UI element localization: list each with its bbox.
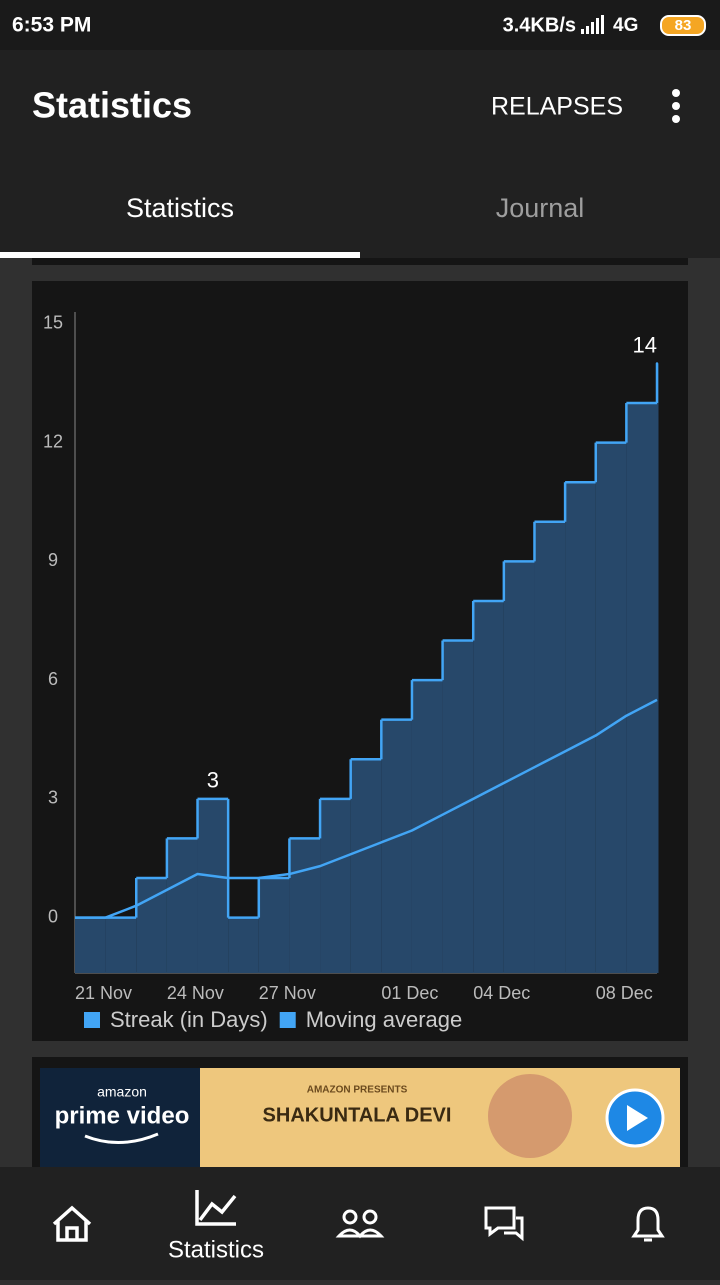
- tab[interactable]: Journal: [496, 193, 585, 223]
- moving-average-line: [75, 698, 658, 919]
- status-bar: [0, 0, 720, 50]
- data-label: 14: [633, 332, 657, 357]
- home-icon[interactable]: [52, 1205, 92, 1242]
- ad-right[interactable]: [200, 1068, 680, 1167]
- legend-swatch: [84, 1012, 100, 1028]
- app-title: Statistics: [32, 85, 192, 126]
- tab-bar: [0, 162, 720, 258]
- area-step: [411, 680, 443, 973]
- ad-product: prime video: [55, 1102, 190, 1129]
- nav-label[interactable]: Statistics: [168, 1236, 264, 1263]
- more-menu[interactable]: [672, 89, 680, 123]
- tab[interactable]: Statistics: [126, 193, 234, 223]
- y-tick-label: 15: [43, 313, 63, 333]
- battery: 83: [675, 17, 692, 34]
- area-step: [657, 363, 659, 973]
- signal-icon: [581, 15, 604, 34]
- area-step: [289, 838, 321, 973]
- area-step: [503, 561, 535, 973]
- area-step: [473, 600, 504, 973]
- battery-icon: [660, 15, 706, 36]
- legend-swatch: [279, 1012, 296, 1028]
- time: 6:53 PM: [12, 14, 91, 37]
- ad-brand: amazon: [97, 1084, 147, 1100]
- step-end: [655, 362, 659, 365]
- people-icon[interactable]: [335, 1209, 385, 1239]
- area-step: [595, 442, 627, 973]
- area-step: [166, 838, 198, 973]
- app-bar: [0, 50, 720, 162]
- area-step: [626, 403, 657, 974]
- chat-icon[interactable]: [484, 1206, 524, 1242]
- area-step: [105, 917, 137, 973]
- relapses-button[interactable]: RELAPSES: [491, 93, 623, 121]
- x-tick-label: 04 Dec: [473, 983, 530, 1003]
- y-tick-label: 6: [48, 669, 58, 689]
- area-step: [228, 917, 259, 973]
- area-step: [75, 917, 106, 973]
- legend-label: Moving average: [306, 1007, 463, 1032]
- ad-presents: AMAZON PRESENTS: [307, 1085, 408, 1096]
- x-tick-label: 08 Dec: [596, 983, 653, 1003]
- tab-indicator: [0, 252, 360, 258]
- data-label: 3: [207, 768, 219, 793]
- area-step: [534, 521, 566, 973]
- ad-movie: SHAKUNTALA DEVI: [263, 1104, 452, 1126]
- ad-portrait: [488, 1074, 572, 1158]
- x-tick-label: 24 Nov: [167, 983, 224, 1003]
- y-tick-label: 12: [43, 431, 63, 451]
- x-tick-label: 01 Dec: [381, 983, 438, 1003]
- area-step: [258, 878, 290, 973]
- x-tick-label: 21 Nov: [75, 983, 132, 1003]
- y-tick-label: 9: [48, 550, 58, 570]
- area-step: [565, 482, 596, 973]
- stats-icon[interactable]: [195, 1190, 237, 1226]
- ad-play-icon: [627, 1105, 648, 1131]
- y-tick-label: 0: [48, 906, 58, 926]
- chart: 0 3 6 9 12 15 21 Nov 24 Nov 27 Nov 01 Dec 04 Dec 08…: [43, 312, 659, 1032]
- speed: 3.4KB/s: [503, 14, 576, 36]
- network: 4G: [613, 15, 638, 36]
- ad-left[interactable]: [40, 1068, 200, 1167]
- bell-icon[interactable]: [631, 1206, 665, 1242]
- y-tick-label: 3: [48, 788, 58, 808]
- area-step: [350, 759, 382, 973]
- bottom-nav: [0, 1167, 720, 1280]
- ad-smile: [84, 1132, 159, 1145]
- area-step: [381, 719, 412, 973]
- legend-label: Streak (in Days): [110, 1007, 268, 1032]
- card-edge: [32, 258, 688, 265]
- area-step: [320, 798, 351, 973]
- area-step: [197, 798, 229, 973]
- x-tick-label: 27 Nov: [259, 983, 316, 1003]
